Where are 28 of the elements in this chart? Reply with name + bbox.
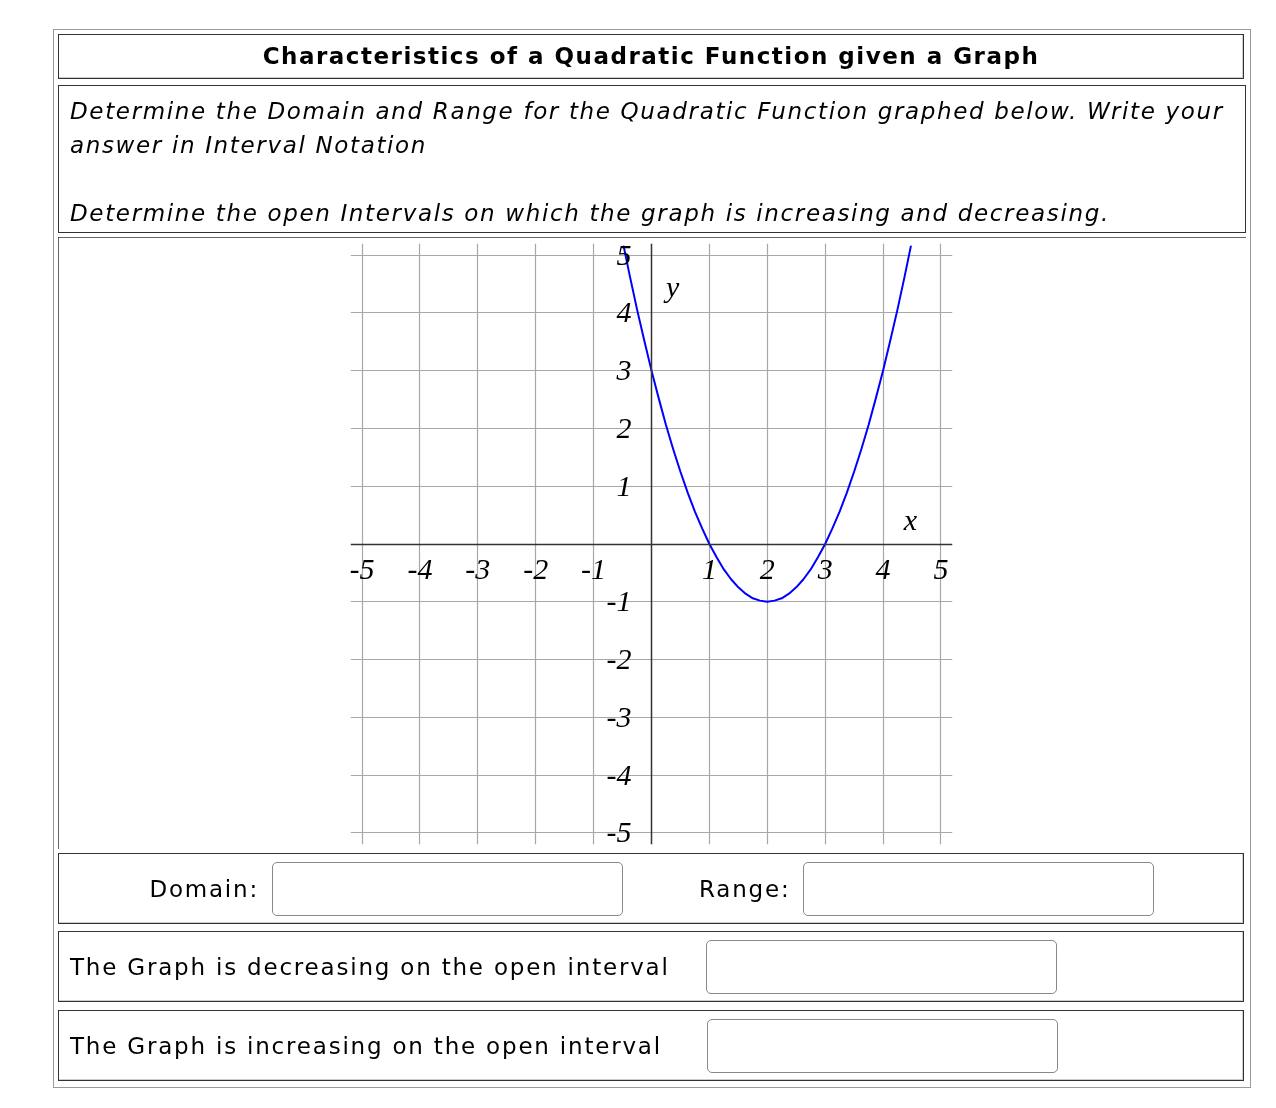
y-tick-label: 1 — [616, 468, 632, 502]
text: Domain: — [148, 875, 259, 905]
chart-subtitle: Determine the Domain and Range for the Quadratic Function graphed below. Write your answer in Interval Notation — [69, 97, 1225, 160]
y-tick-label: -3 — [606, 699, 632, 733]
x-tick-label: -3 — [465, 552, 491, 585]
text: The Graph is increasing on the open interval — [70, 1032, 662, 1062]
y-tick-label: 4 — [616, 295, 632, 329]
x-tick-label: 2 — [759, 552, 775, 585]
text: Range: — [699, 875, 791, 905]
text: The Graph is decreasing on the open interval — [70, 953, 670, 983]
y-tick-label: -4 — [606, 757, 632, 791]
y-tick-label: 3 — [615, 353, 632, 387]
y-tick-label: -1 — [606, 584, 632, 618]
y-tick-label: -5 — [606, 815, 632, 849]
x-tick-label: 3 — [816, 552, 833, 585]
x-axis-title: x — [902, 503, 918, 537]
y-tick-label: -2 — [606, 642, 632, 676]
x-tick-label: -5 — [349, 552, 375, 585]
chart-title: Characteristics of a Quadratic Function given a Graph — [58, 34, 1244, 79]
x-tick-label: -1 — [581, 552, 607, 585]
x-tick-label: -4 — [407, 552, 433, 585]
text: Determine the open Intervals on which the graph is increasing and decreasing. — [69, 199, 1111, 228]
x-tick-label: 5 — [933, 552, 949, 585]
x-tick-label: 1 — [701, 552, 717, 585]
y-tick-label: 2 — [616, 410, 632, 444]
y-axis-title: y — [662, 270, 680, 304]
x-tick-label: 4 — [875, 552, 891, 585]
x-tick-label: -2 — [523, 552, 549, 585]
